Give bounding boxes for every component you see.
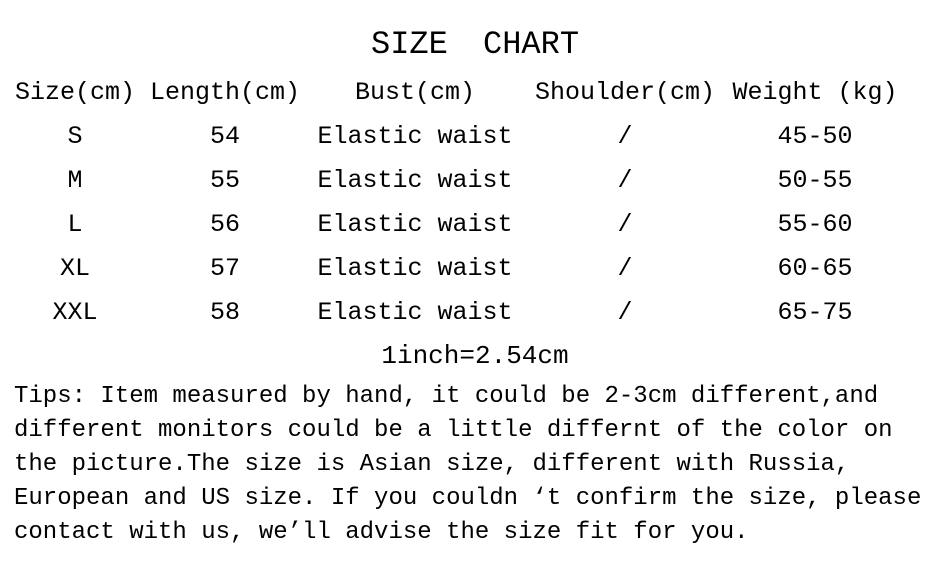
table-row: XXL 58 Elastic waist / 65-75: [5, 290, 905, 334]
table-row: S 54 Elastic waist / 45-50: [5, 114, 905, 158]
tips-line: contact with us, we’ll advise the size f…: [14, 519, 749, 546]
tips: Tips: Item measured by hand, it could be…: [14, 380, 950, 550]
table-cell: Elastic waist: [317, 165, 513, 195]
table-cell: 55-60: [777, 209, 853, 239]
header-cell: Bust(cm): [354, 77, 476, 107]
table-cell: S: [67, 121, 83, 151]
table-cell: XL: [59, 253, 90, 283]
table-cell: 65-75: [777, 297, 853, 327]
tips-line: European and US size. If you couldn ‘t c…: [14, 485, 922, 512]
tips-line: Tips: Item measured by hand, it could be…: [14, 383, 879, 410]
tips-line: different monitors could be a little dif…: [14, 417, 893, 444]
table-header-row: Size(cm) Length(cm) Bust(cm) Shoulder(cm) We…: [5, 70, 905, 114]
conversion-note: 1inch=2.54cm: [381, 341, 569, 371]
table-cell: Elastic waist: [317, 297, 513, 327]
table-cell: 54: [209, 121, 240, 151]
table-cell: 60-65: [777, 253, 853, 283]
table-cell: /: [617, 297, 633, 327]
table-cell: L: [67, 209, 83, 239]
table-cell: 58: [209, 297, 240, 327]
table-cell: /: [617, 209, 633, 239]
header-cell: Size(cm): [14, 77, 136, 107]
table-cell: Elastic waist: [317, 253, 513, 283]
page-title: SIZE CHART: [370, 26, 580, 63]
table-cell: /: [617, 121, 633, 151]
table-cell: 50-55: [777, 165, 853, 195]
table-cell: 55: [209, 165, 240, 195]
table-cell: XXL: [52, 297, 98, 327]
table-cell: 57: [209, 253, 240, 283]
table-cell: Elastic waist: [317, 121, 513, 151]
table-cell: 56: [209, 209, 240, 239]
table-cell: M: [67, 165, 83, 195]
size-table: Size(cm) Length(cm) Bust(cm) Shoulder(cm) We…: [5, 70, 905, 334]
tips-line: the picture.The size is Asian size, diff…: [14, 451, 850, 478]
header-cell: Length(cm): [149, 77, 301, 107]
table-row: XL 57 Elastic waist / 60-65: [5, 246, 905, 290]
table-row: M 55 Elastic waist / 50-55: [5, 158, 905, 202]
table-cell: 45-50: [777, 121, 853, 151]
table-cell: /: [617, 165, 633, 195]
header-cell: Shoulder(cm): [534, 77, 716, 107]
table-cell: Elastic waist: [317, 209, 513, 239]
table-cell: /: [617, 253, 633, 283]
table-row: L 56 Elastic waist / 55-60: [5, 202, 905, 246]
header-cell: Weight (kg): [732, 77, 898, 107]
